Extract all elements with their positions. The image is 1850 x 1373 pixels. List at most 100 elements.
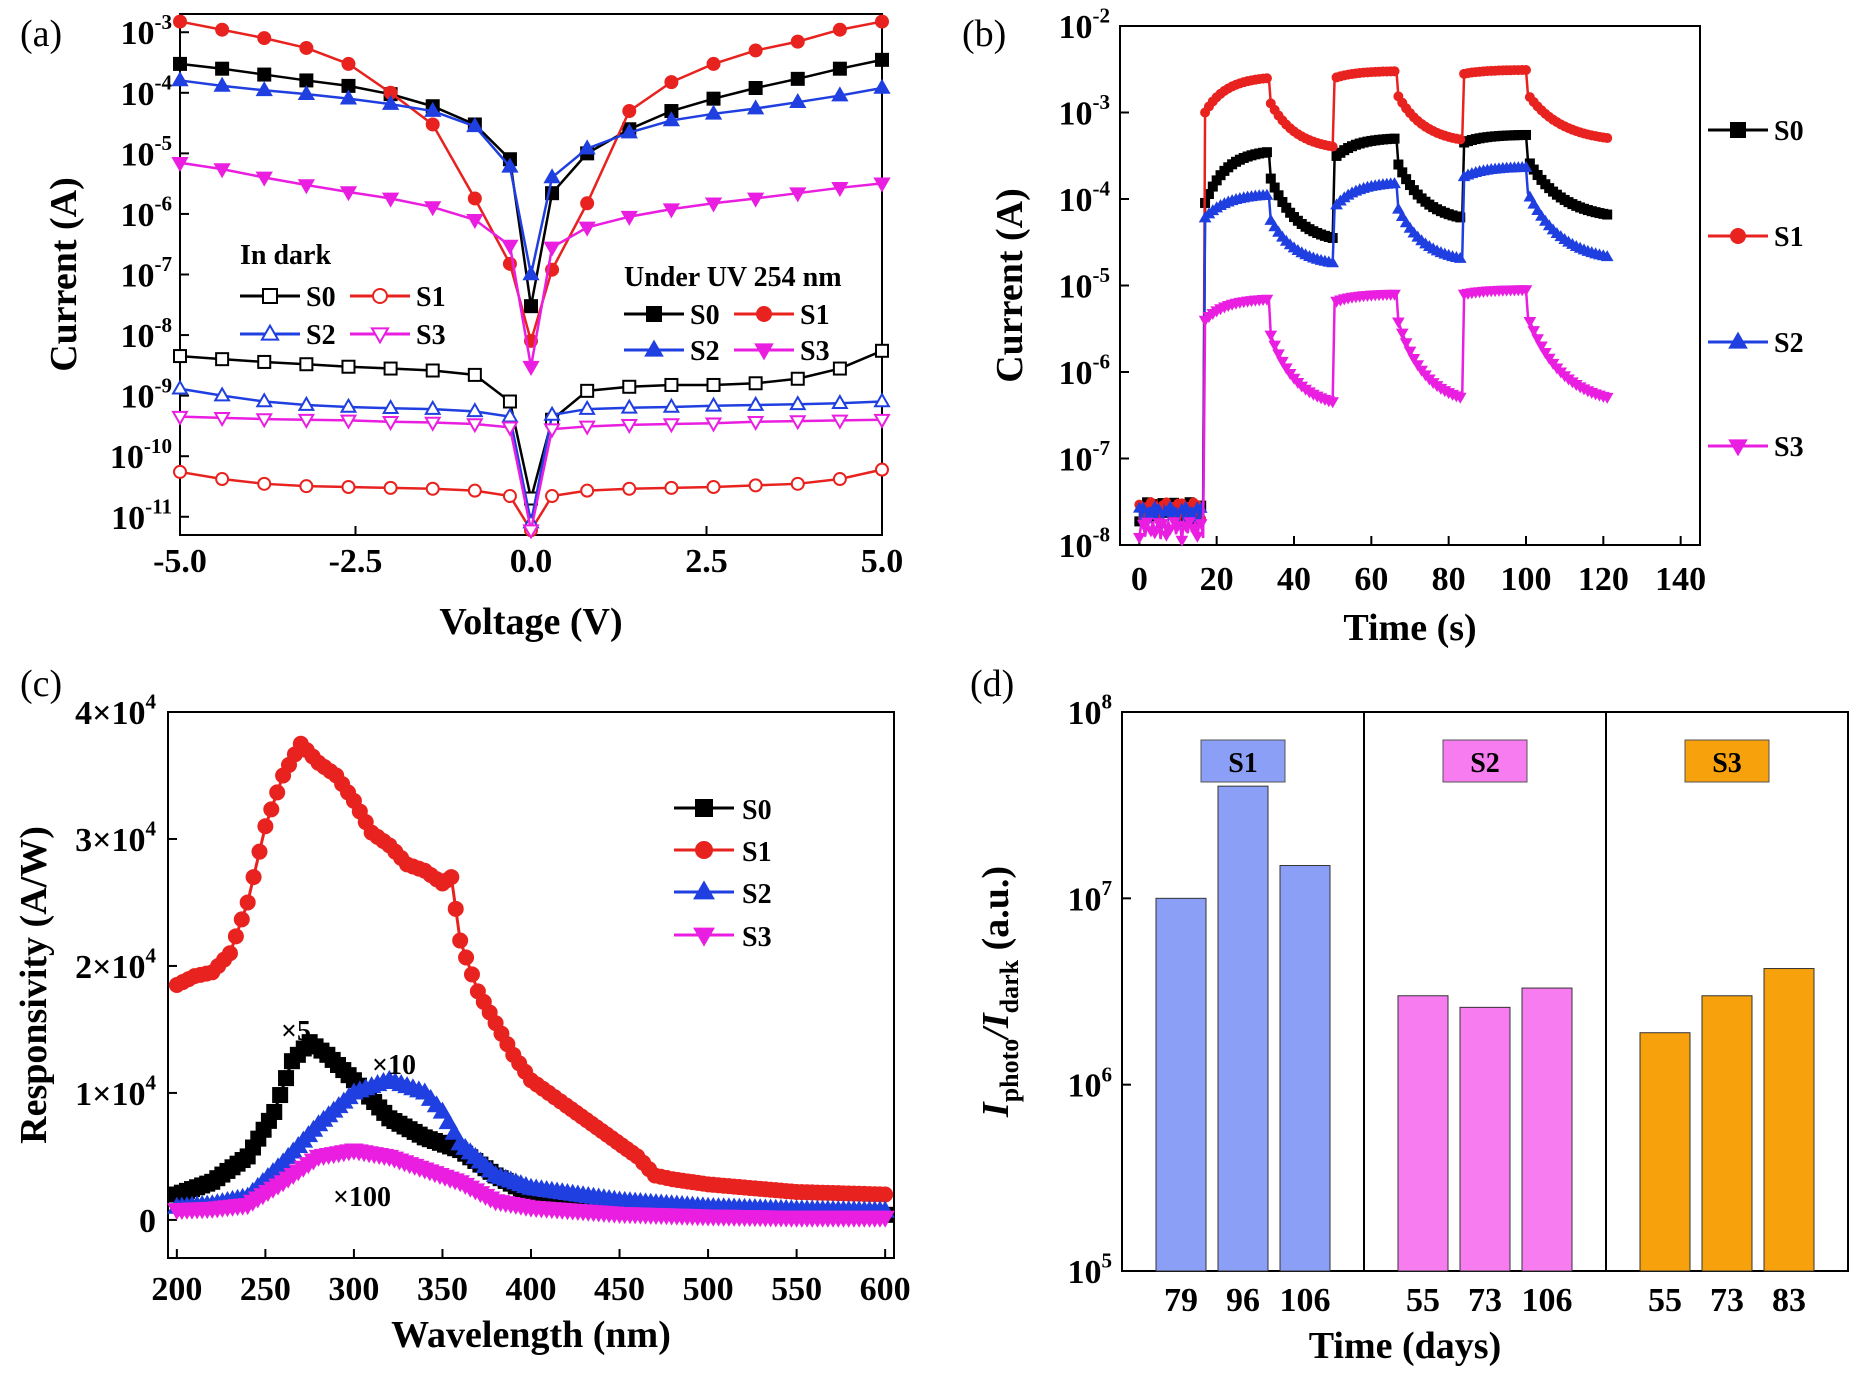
x-tick-label: 55 — [1648, 1282, 1682, 1319]
data-point-uv-S3 — [213, 163, 231, 179]
data-point-S2 — [1326, 256, 1339, 268]
x-tick-label: 55 — [1406, 1282, 1440, 1319]
x-tick-label: 140 — [1655, 561, 1706, 598]
legend-label-S1: S1 — [742, 837, 772, 868]
x-axis-label: Wavelength (nm) — [391, 1314, 671, 1356]
data-point-S3 — [1187, 523, 1200, 535]
data-point-S3 — [1279, 363, 1293, 375]
data-point-dark-S3 — [873, 413, 891, 429]
x-tick-label: -2.5 — [329, 543, 383, 580]
data-point-S3 — [1260, 294, 1274, 306]
data-point-uv-S3 — [620, 210, 638, 226]
data-point-dark-S0 — [257, 354, 272, 369]
y-tick-label: 10-11 — [111, 494, 172, 536]
x-tick-label: 500 — [683, 1271, 734, 1308]
data-point-uv-S1 — [832, 22, 847, 37]
y-tick-label: 10-8 — [120, 313, 172, 355]
data-point-S1 — [1602, 133, 1613, 144]
y-tick-label: 0 — [139, 1203, 156, 1240]
data-point-S3 — [1523, 317, 1537, 329]
panel-label-c: (c) — [20, 663, 62, 705]
data-point-uv-S3 — [831, 182, 849, 198]
data-point-uv-S0 — [257, 67, 272, 82]
data-point-S3 — [1411, 360, 1425, 372]
data-point-S2 — [1264, 213, 1278, 225]
x-tick-label: 0.0 — [510, 543, 553, 580]
bar-S3-73 — [1701, 995, 1753, 1272]
data-point-dark-S0 — [622, 379, 637, 394]
data-point-dark-S2 — [662, 397, 681, 413]
data-point-uv-S2 — [339, 89, 358, 105]
data-point-uv-S2 — [831, 86, 849, 102]
data-point-S3 — [1539, 347, 1552, 359]
legend-marker-S0 — [1730, 122, 1746, 138]
legend-label-S2: S2 — [742, 879, 772, 910]
data-point-uv-S1 — [748, 43, 763, 58]
data-point-dark-S1 — [545, 489, 560, 504]
data-point-dark-S1 — [875, 462, 889, 477]
legend-label-S3: S3 — [1774, 432, 1804, 463]
x-tick-label: 80 — [1432, 561, 1466, 598]
data-point-dark-S0 — [425, 363, 440, 378]
data-point-uv-S2 — [297, 84, 315, 100]
legend-marker-dark-S1 — [372, 288, 388, 304]
series-line-dark-S3 — [179, 415, 883, 531]
data-point-uv-S0 — [215, 61, 230, 76]
bar-S2-106 — [1521, 987, 1573, 1272]
data-point-dark-S2 — [297, 395, 315, 411]
bar-S2-73 — [1459, 1006, 1511, 1272]
data-point-uv-S1 — [580, 196, 595, 211]
legend-label-uv-S2: S2 — [690, 336, 720, 367]
y-tick-label: 105 — [1067, 1249, 1112, 1291]
data-point-dark-S3 — [297, 413, 315, 429]
data-point-S1 — [227, 928, 244, 945]
data-point-dark-S1 — [425, 481, 440, 496]
y-tick-label: 10-9 — [120, 373, 172, 415]
data-point-S3 — [1268, 340, 1281, 352]
panel-label-b: (b) — [962, 13, 1006, 55]
data-point-dark-S0 — [790, 371, 805, 386]
chart-b: 0 20 40 60 80 100 120 140 10-2 10-3 10-4 10-5 10-6 10… — [989, 4, 1804, 649]
data-point-S3 — [1148, 528, 1162, 540]
group-label-box-S3 — [1684, 739, 1770, 783]
chart-d: 108 107 106 105 Iphoto/Idark (a.u.) Time (day… — [975, 690, 1849, 1367]
data-point-uv-S2 — [381, 94, 400, 110]
data-point-uv-S1 — [622, 104, 637, 119]
data-point-S0 — [266, 1103, 283, 1120]
data-point-uv-S0 — [790, 71, 805, 86]
data-point-dark-S2 — [171, 379, 189, 395]
legend-label-dark-S3: S3 — [416, 320, 446, 351]
data-point-dark-S2 — [747, 395, 765, 411]
data-point-uv-S2 — [873, 78, 891, 94]
legend-label-S1: S1 — [1774, 222, 1804, 253]
data-point-uv-S1 — [706, 56, 721, 71]
data-point-S3 — [1527, 326, 1541, 338]
x-tick-label: 106 — [1522, 1282, 1573, 1319]
data-point-S3 — [1388, 289, 1401, 301]
data-point-dark-S0 — [467, 367, 482, 382]
data-point-uv-S2 — [255, 81, 273, 97]
data-point-dark-S1 — [580, 483, 595, 498]
data-point-S3 — [1183, 517, 1196, 529]
data-point-S3 — [1160, 530, 1173, 542]
x-tick-label: 350 — [417, 1271, 468, 1308]
data-point-uv-S1 — [257, 31, 272, 46]
data-point-S3 — [1264, 330, 1278, 342]
series-line-S1 — [176, 741, 886, 1197]
data-point-dark-S3 — [543, 423, 561, 439]
x-tick-label: 120 — [1578, 561, 1629, 598]
y-tick-label: 10-7 — [1058, 436, 1110, 478]
data-point-S3 — [1519, 285, 1533, 297]
y-axis-label: Current (A) — [43, 177, 85, 372]
data-point-S2 — [1531, 204, 1544, 216]
legend-label-dark-S2: S2 — [306, 320, 336, 351]
data-point-uv-S1 — [664, 75, 679, 90]
data-point-uv-S3 — [501, 239, 519, 255]
data-point-dark-S2 — [381, 399, 400, 415]
data-point-uv-S1 — [341, 56, 356, 71]
x-tick-label: 250 — [240, 1271, 291, 1308]
legend-marker-uv-S0 — [646, 306, 662, 322]
x-tick-label: 400 — [506, 1271, 557, 1308]
data-point-dark-S2 — [831, 393, 849, 410]
data-point-uv-S1 — [173, 14, 187, 29]
